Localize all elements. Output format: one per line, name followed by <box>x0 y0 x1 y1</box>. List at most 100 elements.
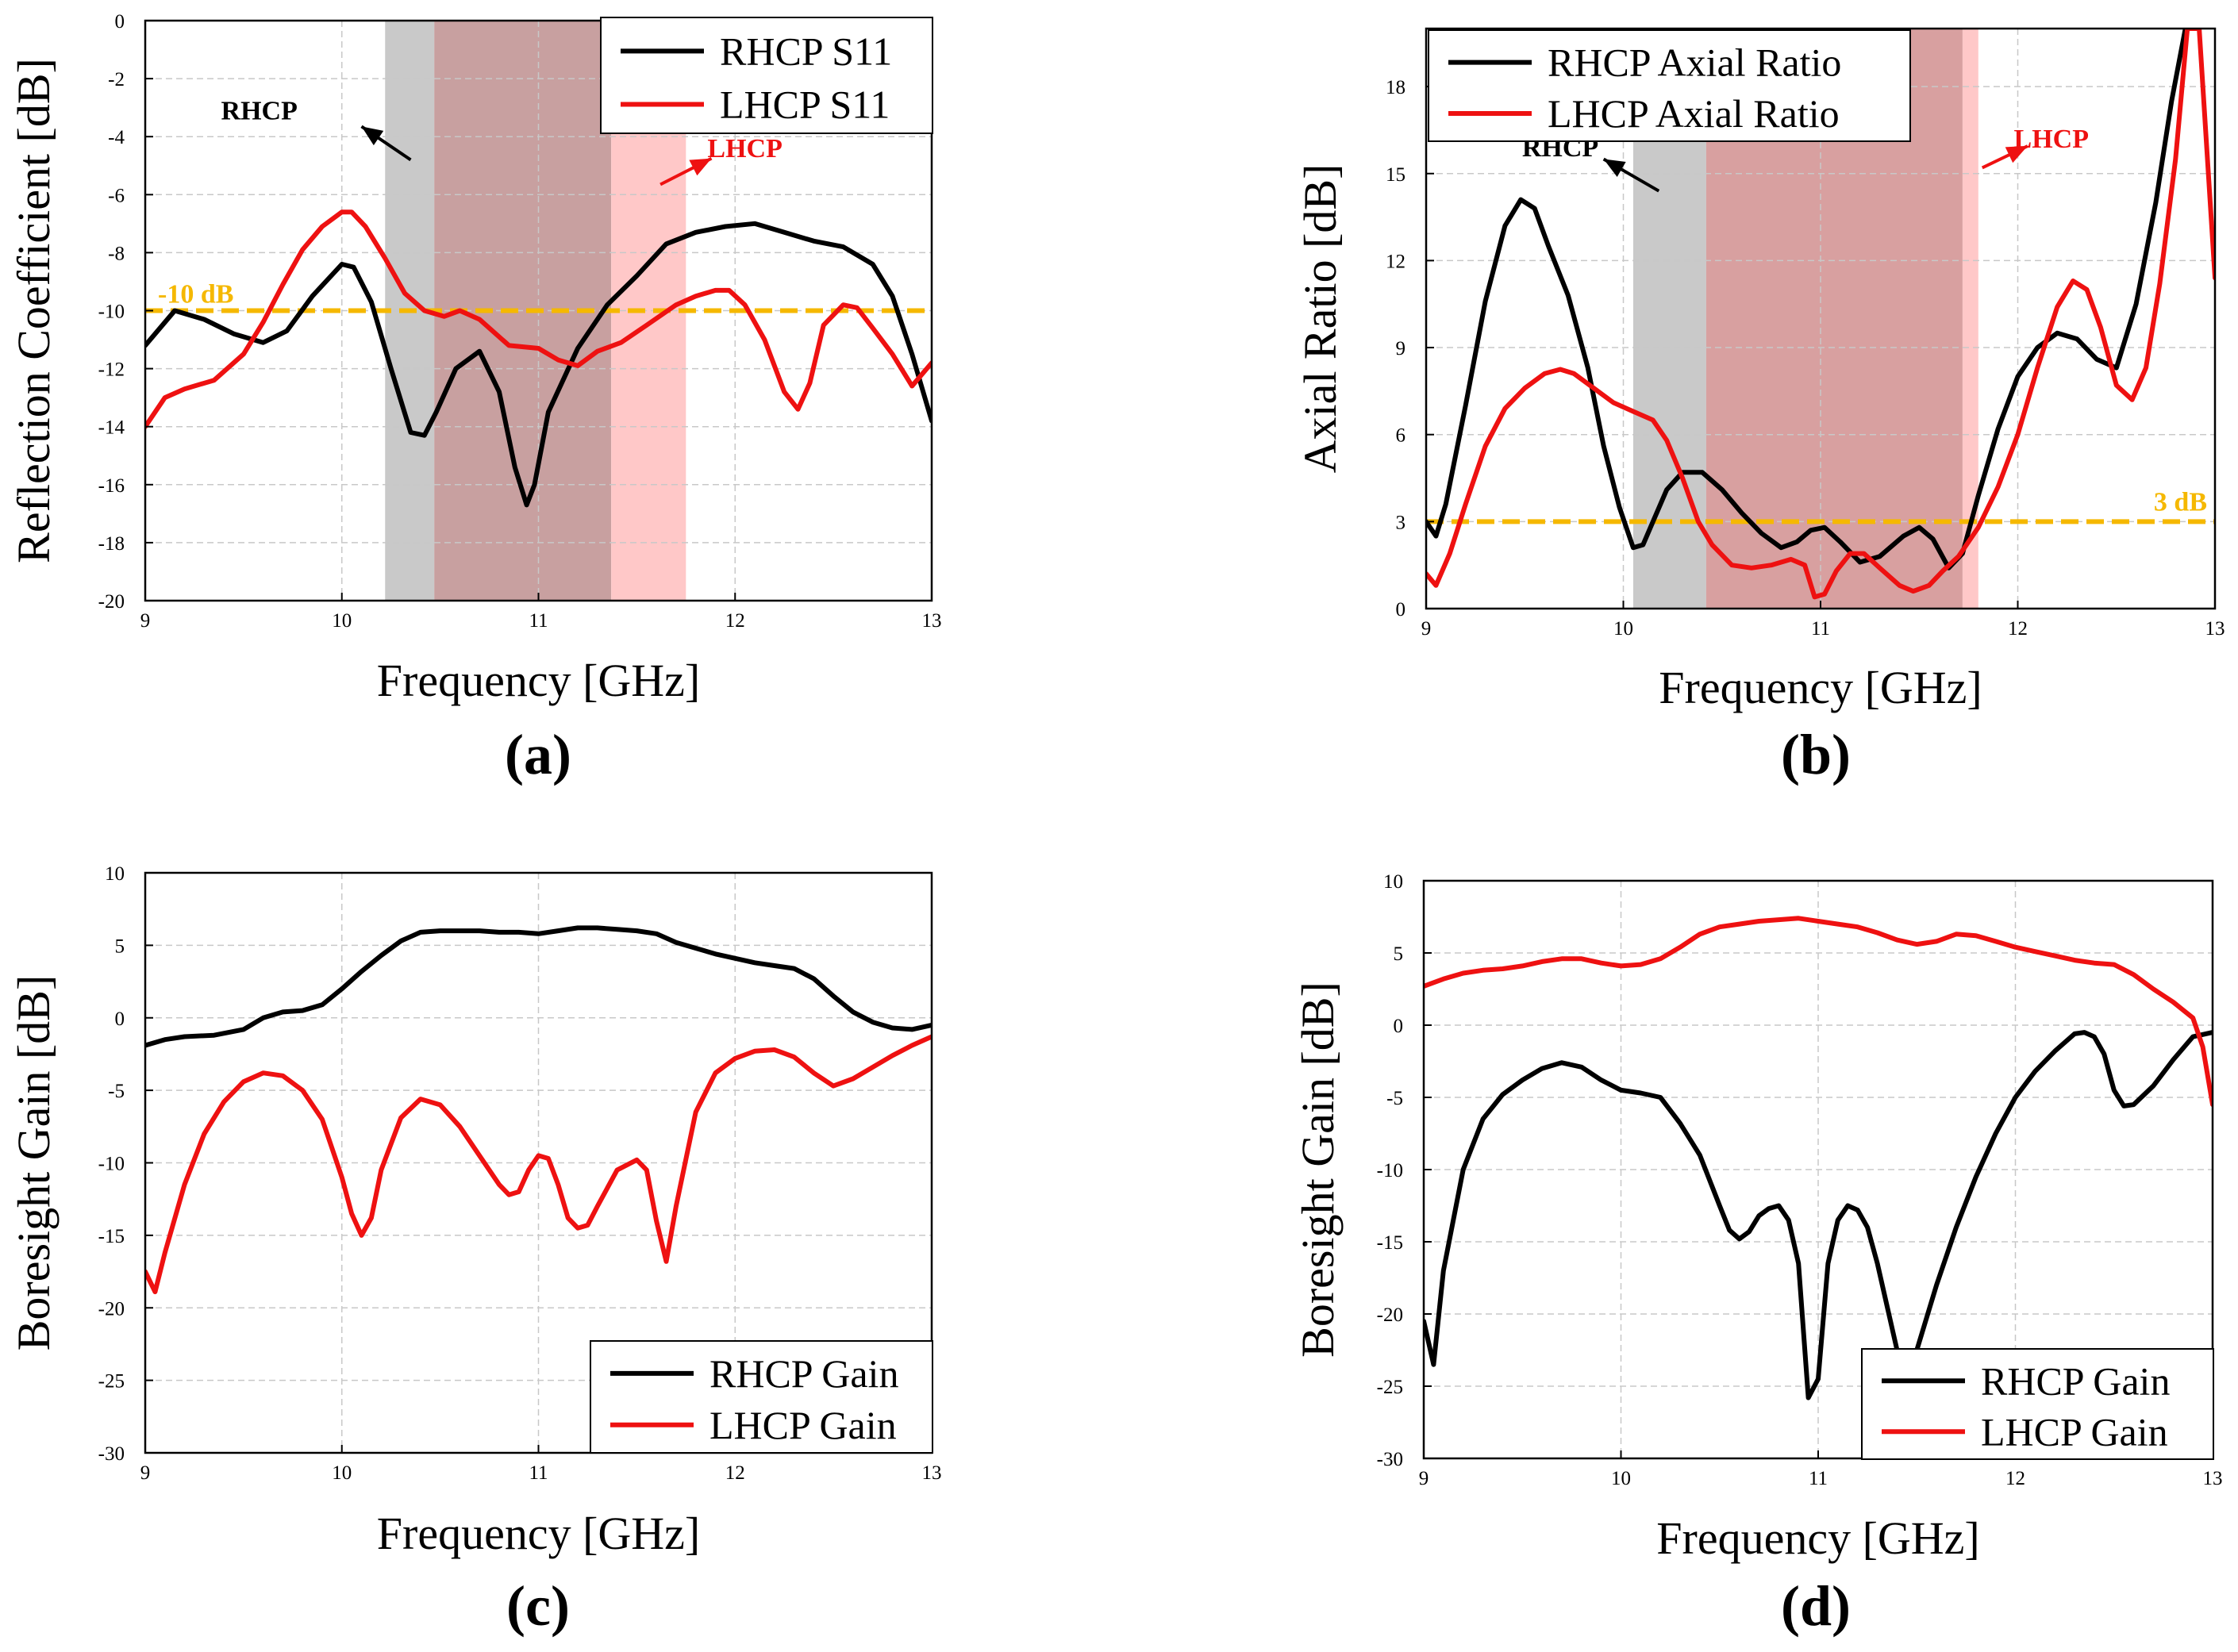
reference-line-label: -10 dB <box>158 280 233 309</box>
chart-panel-c: 9 10 11 12 13 -30 -25 -20 -15 -10 -5 0 5 10 Frequency … <box>8 863 942 1638</box>
legend-label: RHCP Gain <box>709 1351 898 1396</box>
y-tick-label: -25 <box>98 1371 125 1393</box>
legend-box <box>1428 29 1911 142</box>
series-line-rhcp-gain <box>1424 1030 2213 1400</box>
x-tick-label: 11 <box>529 1462 548 1484</box>
series-line-lhcp-gain <box>145 1034 932 1295</box>
x-tick-label: 11 <box>1809 1468 1828 1489</box>
y-axis-label: Boresight Gain [dB] <box>1292 982 1344 1358</box>
y-tick-label: 9 <box>1396 338 1406 359</box>
panel-caption: (d) <box>1781 1574 1851 1638</box>
y-tick-label: 5 <box>1394 943 1404 965</box>
x-tick-label: 9 <box>140 1462 151 1484</box>
annotation-text: RHCP <box>221 96 298 125</box>
x-tick-label: 13 <box>2203 1468 2223 1489</box>
x-tick-label: 12 <box>2005 1468 2025 1489</box>
legend-box <box>590 1340 933 1454</box>
x-tick-label: 12 <box>2008 618 2028 640</box>
y-tick-label: -20 <box>1377 1304 1403 1326</box>
series-line-lhcp-s11 <box>145 209 932 429</box>
series-line-rhcp-axial-ratio <box>1426 29 2198 571</box>
x-tick-label: 10 <box>1611 1468 1631 1489</box>
annotation-rhcp: RHCP <box>221 96 412 162</box>
reference-line-label: 3 dB <box>2154 487 2207 517</box>
y-tick-label: 6 <box>1396 425 1406 447</box>
y-tick-label: -30 <box>98 1443 125 1465</box>
legend-box <box>600 17 933 134</box>
y-tick-label: -10 <box>98 302 125 323</box>
annotation-arrow-head <box>689 158 712 176</box>
y-axis-label: Boresight Gain [dB] <box>8 975 60 1351</box>
annotation-text: LHCP <box>707 134 782 163</box>
y-tick-label: -15 <box>1377 1232 1403 1254</box>
grid <box>145 873 932 1453</box>
x-axis-label: Frequency [GHz] <box>377 655 700 706</box>
grid <box>1424 881 2213 1458</box>
y-tick-label: -15 <box>98 1226 125 1247</box>
x-tick-label: 9 <box>140 610 151 632</box>
legend-label: LHCP Gain <box>709 1403 897 1447</box>
x-axis-label: Frequency [GHz] <box>1659 662 1982 713</box>
annotation-lhcp: LHCP <box>659 134 783 186</box>
x-tick-label: 11 <box>1811 618 1830 640</box>
y-tick-label: -18 <box>98 533 125 555</box>
legend: RHCP Axial Ratio LHCP Axial Ratio <box>1428 29 1911 142</box>
panel-caption: (c) <box>506 1574 570 1638</box>
x-tick-label: 10 <box>332 610 352 632</box>
x-tick-label: 10 <box>332 1462 352 1484</box>
annotation-text: LHCP <box>2014 125 2089 154</box>
y-tick-label: -16 <box>98 475 125 497</box>
y-tick-label: -6 <box>108 185 125 206</box>
y-tick-label: -14 <box>98 417 125 439</box>
y-tick-label: -10 <box>1377 1160 1403 1181</box>
legend-label: RHCP S11 <box>720 29 892 73</box>
series-line-lhcp-gain <box>1424 916 2213 1108</box>
series-line-rhcp-gain <box>145 925 932 1048</box>
x-tick-label: 9 <box>1421 618 1432 640</box>
legend-label: RHCP Gain <box>1981 1358 2170 1403</box>
x-tick-label: 12 <box>725 1462 745 1484</box>
y-tick-label: 12 <box>1386 251 1405 272</box>
annotation-arrow-head <box>361 126 384 146</box>
chart-panel-d: 9 10 11 12 13 -30 -25 -20 -15 -10 -5 0 5 10 Frequency … <box>1292 871 2223 1638</box>
y-tick-label: -5 <box>108 1081 125 1102</box>
x-tick-label: 10 <box>1613 618 1633 640</box>
y-tick-label: -12 <box>98 359 125 381</box>
legend-label: LHCP Gain <box>1981 1409 2168 1454</box>
x-tick-label: 13 <box>2205 618 2225 640</box>
y-tick-label: 0 <box>115 1008 125 1030</box>
x-axis-label: Frequency [GHz] <box>377 1508 700 1559</box>
annotation-arrow-head <box>1603 159 1626 178</box>
y-tick-label: -4 <box>108 127 125 148</box>
y-tick-label: 0 <box>115 11 125 33</box>
legend-label: LHCP Axial Ratio <box>1548 91 1840 136</box>
y-tick-label: 15 <box>1386 164 1405 186</box>
x-tick-label: 9 <box>1419 1468 1429 1489</box>
y-tick-label: -20 <box>98 591 125 613</box>
panel-caption: (a) <box>505 723 571 786</box>
y-tick-label: -8 <box>108 243 125 264</box>
y-axis-label: Reflection Coefficient [dB] <box>8 58 60 563</box>
y-tick-label: -2 <box>108 69 125 90</box>
y-tick-label: 5 <box>115 935 125 957</box>
y-tick-label: 0 <box>1394 1016 1404 1037</box>
series-line-rhcp-s11 <box>145 221 932 508</box>
legend: RHCP Gain LHCP Gain <box>1861 1348 2214 1460</box>
x-tick-label: 13 <box>922 1462 942 1484</box>
y-tick-label: 0 <box>1396 599 1406 620</box>
annotation-lhcp: LHCP <box>1981 125 2089 170</box>
y-tick-label: 10 <box>105 863 125 885</box>
legend-box <box>1861 1348 2214 1460</box>
y-tick-label: -20 <box>98 1298 125 1320</box>
y-tick-label: 10 <box>1383 871 1403 893</box>
y-tick-label: -10 <box>98 1154 125 1175</box>
y-tick-label: -30 <box>1377 1449 1403 1470</box>
x-axis-label: Frequency [GHz] <box>1656 1512 1979 1564</box>
legend: RHCP S11 LHCP S11 <box>600 17 933 134</box>
series-line-lhcp-axial-ratio <box>1426 29 2215 600</box>
annotation-arrow-head <box>2005 146 2028 163</box>
x-tick-label: 13 <box>922 610 942 632</box>
